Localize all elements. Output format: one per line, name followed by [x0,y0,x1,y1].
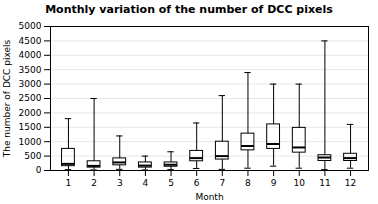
svg-text:10: 10 [294,178,306,188]
svg-text:5: 5 [168,178,174,188]
svg-text:9: 9 [271,178,277,188]
svg-text:3500: 3500 [19,65,42,75]
svg-text:3000: 3000 [19,79,42,89]
svg-text:2000: 2000 [19,108,42,118]
svg-text:7: 7 [219,178,225,188]
svg-text:0: 0 [36,165,42,175]
svg-text:4000: 4000 [19,50,42,60]
svg-text:5000: 5000 [19,21,42,31]
svg-text:2500: 2500 [19,93,42,103]
svg-text:11: 11 [319,178,330,188]
svg-text:1: 1 [66,178,72,188]
html-text:Monthly variation of the numbe: Monthly variation of the number of DCC p… [45,3,333,16]
svg-text:500: 500 [24,151,41,161]
svg-text:1500: 1500 [19,122,42,132]
svg-text:8: 8 [245,178,251,188]
svg-text:12: 12 [345,178,356,188]
svg-text:3: 3 [117,178,123,188]
svg-text:Month: Month [195,192,223,202]
svg-text:1000: 1000 [19,137,42,147]
svg-text:4: 4 [143,178,149,188]
svg-text:6: 6 [194,178,200,188]
svg-text:The number of DCC pixels: The number of DCC pixels [2,39,12,158]
svg-text:4500: 4500 [19,36,42,46]
svg-text:2: 2 [91,178,97,188]
